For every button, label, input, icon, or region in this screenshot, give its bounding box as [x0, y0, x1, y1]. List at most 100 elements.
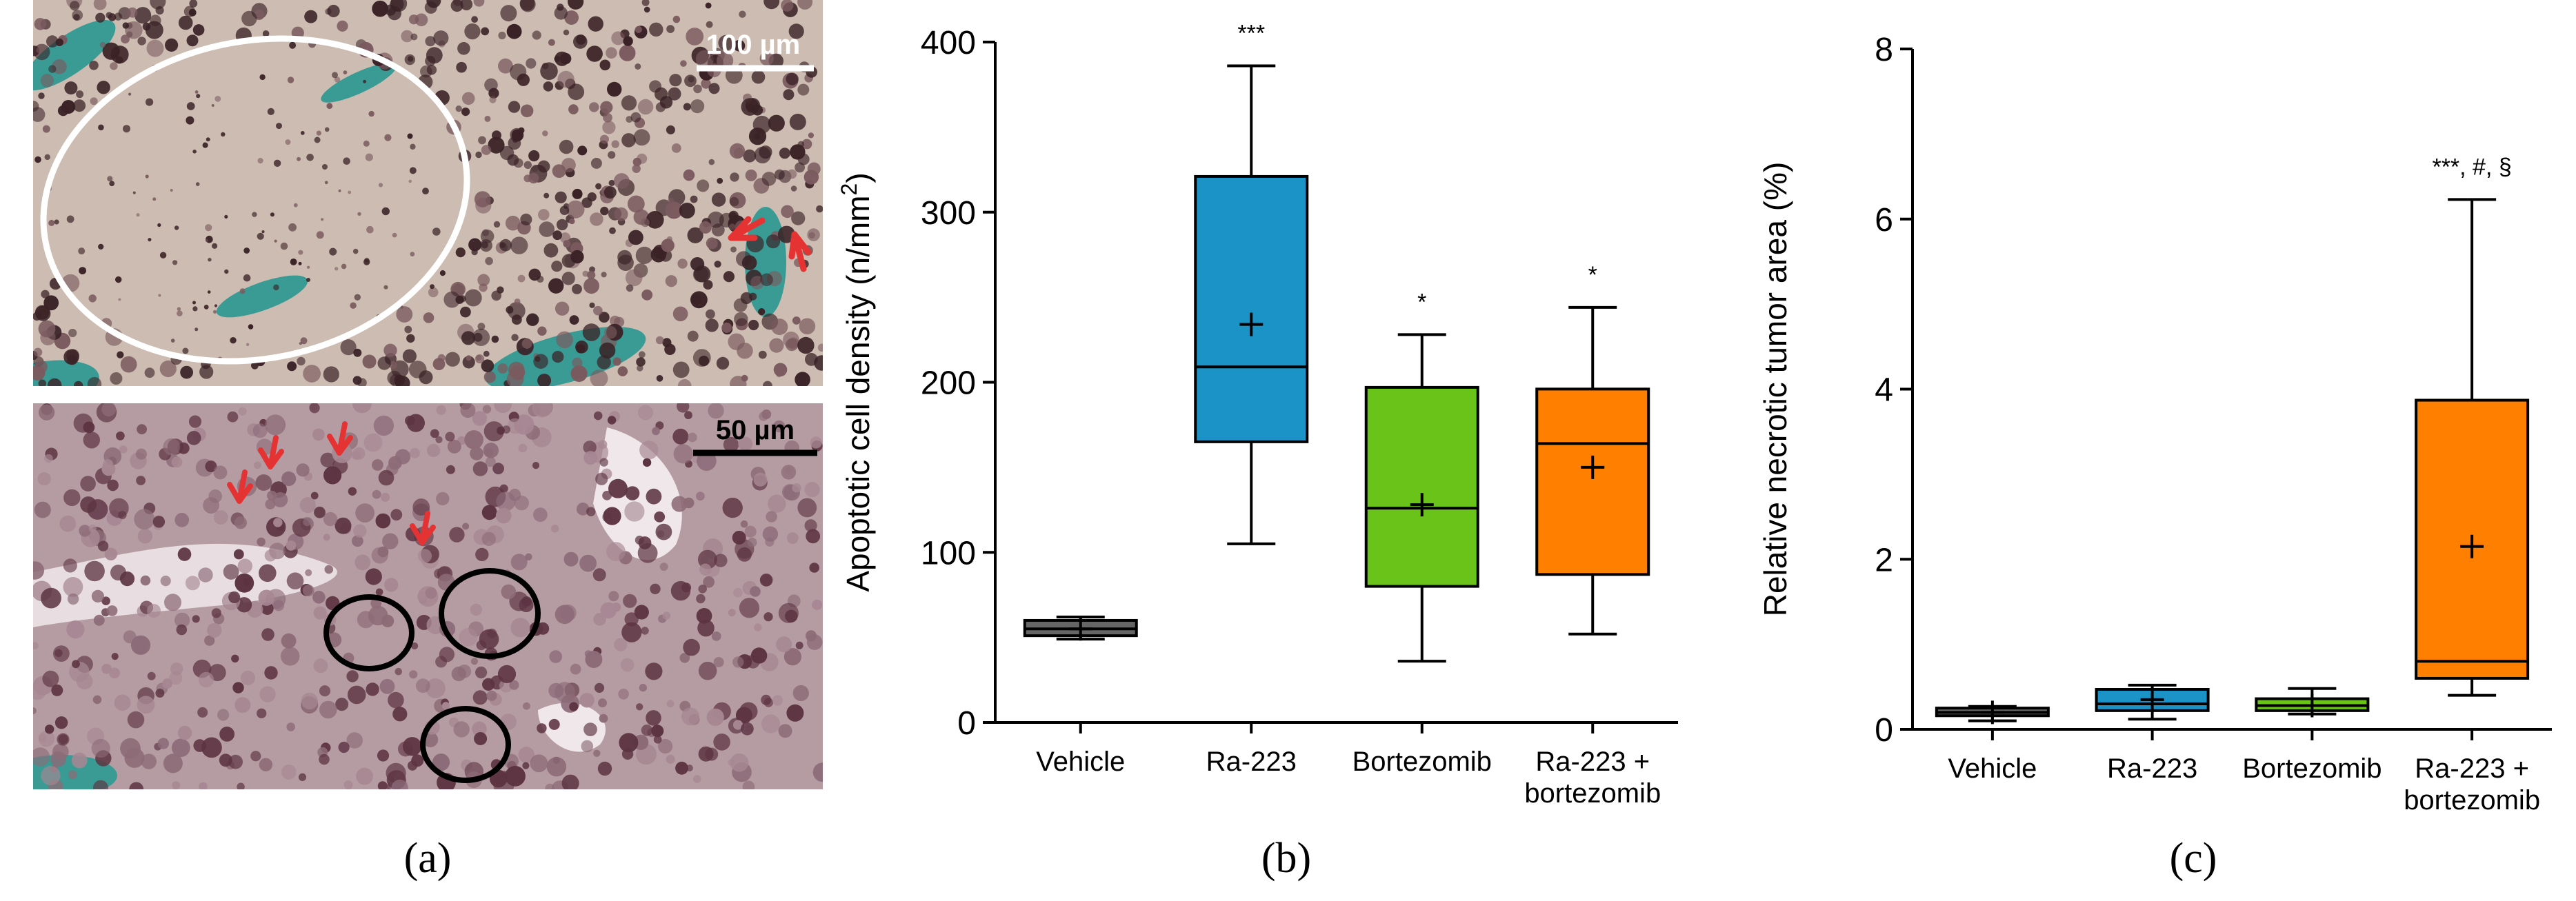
- tissue-cell: [693, 84, 702, 94]
- tissue-cell: [114, 12, 122, 21]
- tissue-cell: [368, 605, 388, 626]
- tissue-cell: [63, 577, 83, 597]
- y-axis-label: Relative necrotic tumor area (%): [1757, 162, 1793, 617]
- tissue-cell: [733, 298, 748, 312]
- tissue-cell: [498, 31, 506, 40]
- tissue-cell: [554, 56, 561, 62]
- bone-fragment: [33, 19, 116, 91]
- box-plot-item: Vehicle: [1935, 700, 2050, 784]
- tissue-cell: [636, 703, 643, 711]
- tissue-cell: [382, 533, 399, 549]
- tissue-cell: [641, 725, 653, 736]
- tissue-cell: [206, 137, 210, 142]
- tissue-cell: [737, 343, 753, 359]
- tissue-cell: [125, 21, 143, 39]
- tissue-cell: [53, 645, 70, 662]
- tissue-cell: [387, 370, 401, 385]
- tissue-cell: [761, 714, 781, 733]
- tissue-cell: [426, 65, 437, 75]
- tissue-cell: [107, 176, 113, 182]
- tissue-cell: [436, 405, 446, 415]
- tissue-cell: [743, 149, 757, 163]
- tissue-cell: [520, 104, 534, 118]
- tissue-cell: [426, 0, 441, 8]
- tissue-cell: [79, 267, 86, 274]
- tissue-cell: [475, 197, 492, 214]
- tissue-cell: [563, 29, 570, 36]
- tissue-cell: [281, 647, 300, 666]
- tissue-cell: [652, 427, 660, 436]
- tissue-cell: [445, 432, 455, 442]
- tissue-cell: [708, 83, 720, 94]
- tissue-cell: [205, 460, 217, 472]
- tissue-cell: [237, 782, 245, 789]
- tissue-cell: [655, 102, 666, 112]
- tissue-cell: [204, 635, 215, 646]
- tissue-cell: [287, 77, 294, 83]
- tissue-cell: [666, 754, 675, 764]
- tissue-cell: [748, 319, 759, 331]
- box-iqr: [1194, 174, 1309, 443]
- tissue-cell: [296, 463, 310, 477]
- tissue-cell: [323, 466, 342, 485]
- tissue-cell: [795, 372, 810, 386]
- tissue-cell: [436, 492, 450, 506]
- tissue-cell: [134, 7, 152, 24]
- tissue-cell: [217, 709, 230, 721]
- tissue-cell: [238, 407, 247, 416]
- tissue-cell: [628, 230, 643, 245]
- tissue-cell: [728, 759, 735, 767]
- tissue-cell: [812, 599, 823, 610]
- tissue-cell: [165, 38, 179, 52]
- chart-apoptotic-density: 0 100 200 300 400 Apoptotic cell density (n/m…: [837, 21, 1678, 809]
- tissue-cell: [711, 192, 726, 207]
- tissue-cell: [609, 227, 616, 234]
- tissue-cell: [274, 239, 277, 243]
- tissue-cell: [231, 654, 239, 662]
- tissue-cell: [518, 127, 525, 134]
- tissue-cell: [485, 256, 493, 265]
- tissue-cell: [80, 496, 97, 513]
- tissue-cell: [44, 154, 50, 161]
- significance-annotation: ***: [1237, 21, 1265, 47]
- tissue-cell: [620, 658, 635, 672]
- category-label-line: bortezomib: [2404, 785, 2540, 816]
- tissue-cell: [306, 278, 310, 282]
- tissue-cell: [728, 609, 736, 617]
- tissue-cell: [514, 298, 521, 305]
- tissue-cell: [626, 284, 634, 292]
- y-tick-label: 300: [921, 195, 976, 232]
- tissue-cell: [147, 604, 161, 618]
- tissue-cell: [556, 219, 568, 231]
- apoptotic-arrow-icon: [258, 435, 284, 469]
- tissue-cell: [286, 722, 296, 731]
- tissue-cell: [137, 37, 146, 45]
- tissue-cell: [381, 492, 390, 502]
- panel-label-a: (a): [404, 835, 452, 882]
- tissue-cell: [207, 622, 222, 638]
- tissue-cell: [357, 212, 361, 216]
- tissue-cell: [583, 278, 599, 294]
- tissue-cell: [332, 72, 338, 79]
- tissue-cell: [101, 403, 117, 417]
- tissue-cell: [817, 343, 823, 352]
- tissue-cell: [192, 150, 197, 154]
- tissue-cell: [733, 148, 744, 159]
- tissue-cell: [357, 378, 367, 386]
- tissue-cell: [475, 354, 485, 364]
- tissue-cell: [192, 306, 198, 312]
- tissue-cell: [289, 41, 297, 49]
- tissue-cell: [196, 94, 201, 99]
- tissue-cell: [505, 215, 521, 231]
- tissue-cell: [537, 723, 547, 733]
- tissue-cell: [506, 23, 522, 39]
- tissue-cell: [590, 157, 602, 169]
- bone-fragment: [321, 63, 397, 103]
- tissue-cell: [428, 287, 439, 298]
- tissue-cell: [309, 403, 320, 414]
- tissue-cell: [404, 54, 415, 65]
- tissue-cell: [776, 636, 792, 653]
- tissue-cell: [508, 101, 521, 113]
- tissue-cell: [390, 509, 403, 521]
- tissue-cell: [761, 409, 772, 419]
